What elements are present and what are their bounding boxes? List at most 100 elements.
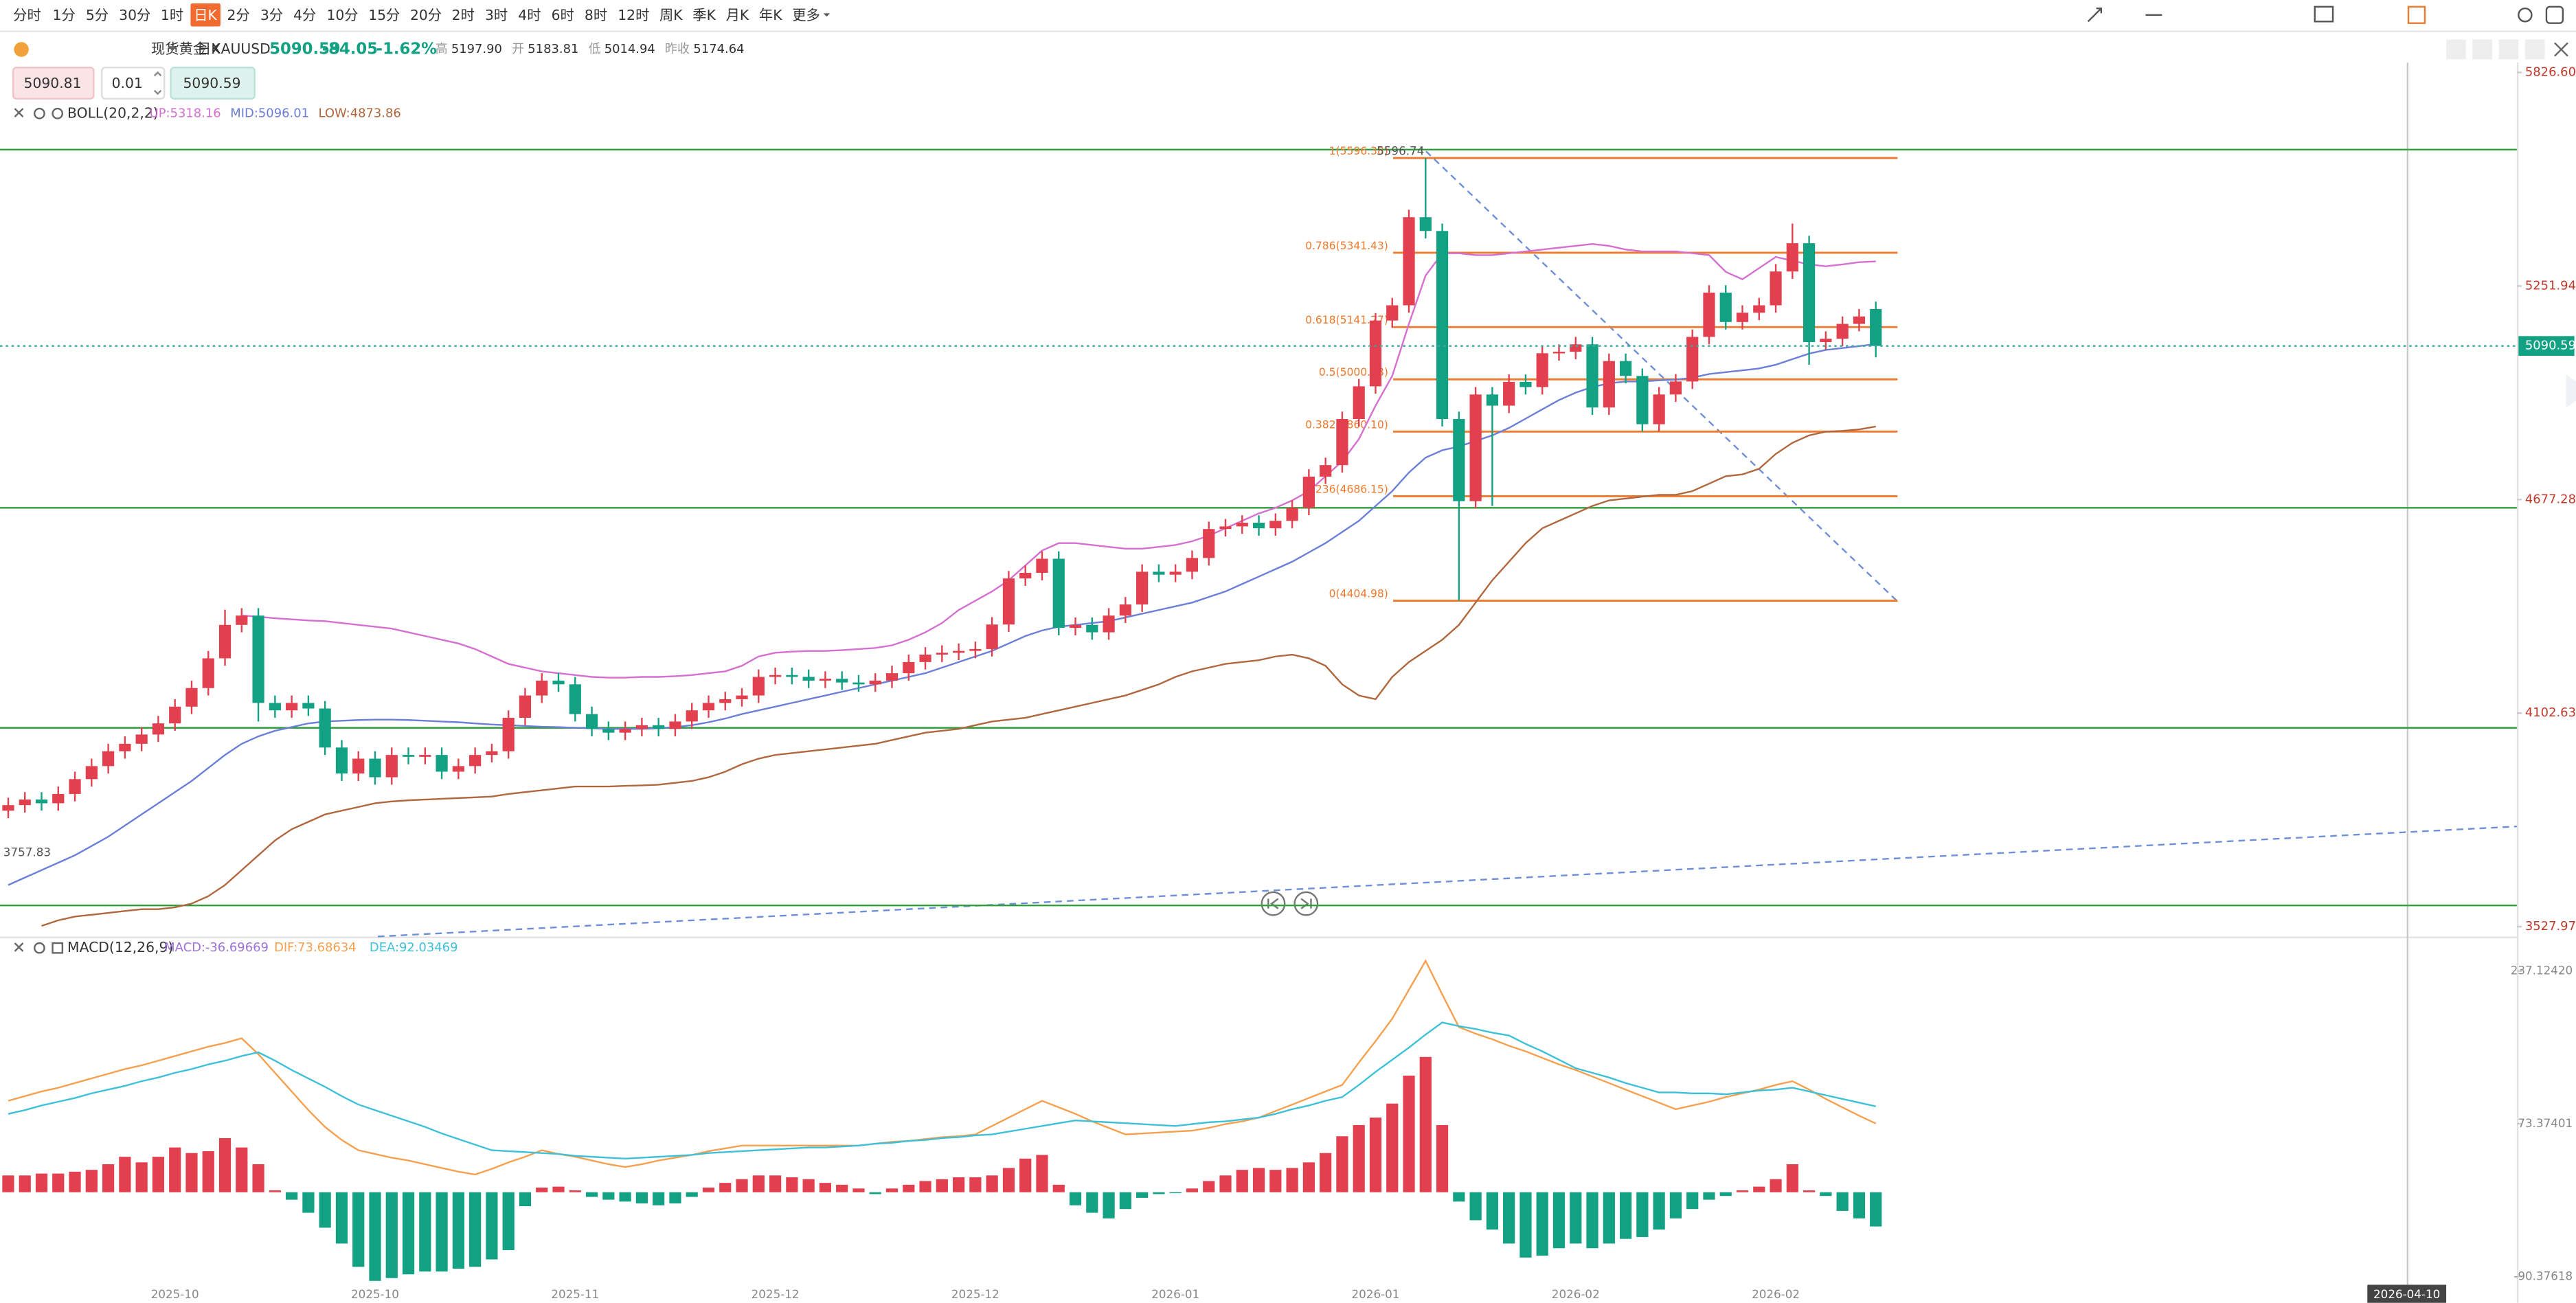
symbol-caret[interactable] [167,46,178,52]
period-button[interactable]: 6时 [552,7,574,23]
macd-bar [152,1157,165,1192]
period-button[interactable]: 周K [659,7,683,23]
y-tick-label: 4677.28 [2525,492,2576,506]
period-button[interactable]: 10分 [326,7,358,23]
period-button[interactable]: 12时 [618,7,649,23]
qty-spinner[interactable] [153,71,162,95]
fib-label: 1(5596.38) [1329,145,1388,157]
macd-bar [1369,1118,1382,1192]
macd-bar [1236,1170,1248,1192]
period-button[interactable]: 3分 [260,7,283,23]
macd-bar [1786,1164,1798,1192]
tool-note[interactable] [2407,5,2426,24]
macd-bar [1419,1056,1432,1192]
candle-body [1436,231,1449,420]
macd-line [8,1021,1876,1160]
candle-body [585,714,598,729]
period-button[interactable]: 8时 [585,7,607,23]
main-pane: 1(5596.38) 0.786(5341.43) 0.618(5141.27) 0.… [0,145,2517,927]
x-tick-label: 2026-01 [1352,1287,1400,1301]
period-button[interactable]: 年K [759,7,782,23]
stat-label: 高 [436,42,448,56]
candle-body [669,721,681,729]
tool-image[interactable] [2314,5,2334,23]
btn-c[interactable] [2498,39,2519,60]
candle-body [119,743,131,751]
active-period-bg[interactable] [190,3,221,27]
period-button[interactable]: 季K [692,7,716,23]
candle-body [319,708,331,748]
sell-box[interactable] [12,67,95,100]
macd-bar [436,1192,448,1272]
btn-a[interactable] [2446,39,2466,60]
candle-body [1052,558,1065,628]
window-buttons[interactable] [2446,39,2568,60]
period-button[interactable]: 4时 [518,7,541,23]
quantity[interactable]: 0.01 [112,75,143,91]
candle-body [852,682,865,685]
macd-bar [486,1192,498,1260]
btn-close[interactable] [2554,42,2568,57]
fib-label: 0(4404.98) [1329,588,1388,600]
period-button[interactable]: 更多 [792,7,820,23]
macd-bar [1069,1192,1082,1205]
nav-buttons[interactable] [1261,891,1319,916]
period-button[interactable]: 20分 [410,7,442,23]
period-button[interactable]: 日K [194,7,217,23]
period-button[interactable]: 2分 [227,7,250,23]
candle-body [869,680,881,685]
period-button[interactable]: 2时 [452,7,475,23]
candle-body [352,758,365,774]
period-button[interactable]: 3时 [485,7,508,23]
period-button[interactable]: 1分 [53,7,76,23]
candle-body [1486,394,1499,406]
macd-bar [1619,1192,1632,1239]
period-button[interactable]: 5分 [86,7,109,23]
tool-settings[interactable] [2545,5,2564,24]
fib-label: 0.786(5341.43) [1305,240,1388,252]
candle-body [702,703,715,711]
btn-b[interactable] [2472,39,2493,60]
period-button[interactable]: 15分 [368,7,400,23]
sell-price[interactable]: 5090.81 [24,75,82,91]
candle-body [1219,526,1232,530]
macd-bar [1703,1192,1715,1200]
macd-bar [519,1192,532,1207]
macd-bar [1153,1192,1165,1194]
period-button[interactable]: 分时 [13,7,41,23]
drawing-tools[interactable] [2087,5,2564,24]
macd-bar [869,1192,881,1194]
qty-box[interactable] [101,67,166,100]
candle-body [402,755,415,757]
macd-bar [1719,1192,1732,1197]
macd-bar [236,1147,248,1192]
period-button[interactable]: 月K [726,7,749,23]
x-tick-label: 2025-11 [551,1287,599,1301]
btn-expand[interactable] [2524,39,2545,60]
candle-body [1169,571,1182,575]
macd-bar [1469,1192,1482,1221]
candle-body [1820,339,1832,343]
boll-line [241,242,1876,679]
macd-bar [1286,1168,1298,1192]
candle-body [1469,394,1482,501]
stat-label: 开 [512,42,524,56]
indicator-icons[interactable] [14,107,64,954]
tool-arrow[interactable] [2087,8,2103,23]
macd-bar [452,1192,464,1269]
period-button[interactable]: 4分 [293,7,316,23]
period-button[interactable]: 30分 [119,7,150,23]
buy-price[interactable]: 5090.59 [183,75,241,91]
side-handle[interactable] [2566,374,2576,408]
period-button[interactable]: 1时 [161,7,183,23]
buy-box[interactable] [170,67,256,100]
candle-body [552,680,565,685]
tool-eye[interactable] [2518,8,2533,23]
macd-bar [602,1192,615,1200]
more-caret[interactable] [823,13,831,17]
candle-body [1369,320,1382,387]
y-tick-label: 4102.63 [2525,705,2576,720]
candle-body [236,615,248,625]
macd-bar [469,1192,482,1267]
macd-bar [1570,1192,1582,1244]
